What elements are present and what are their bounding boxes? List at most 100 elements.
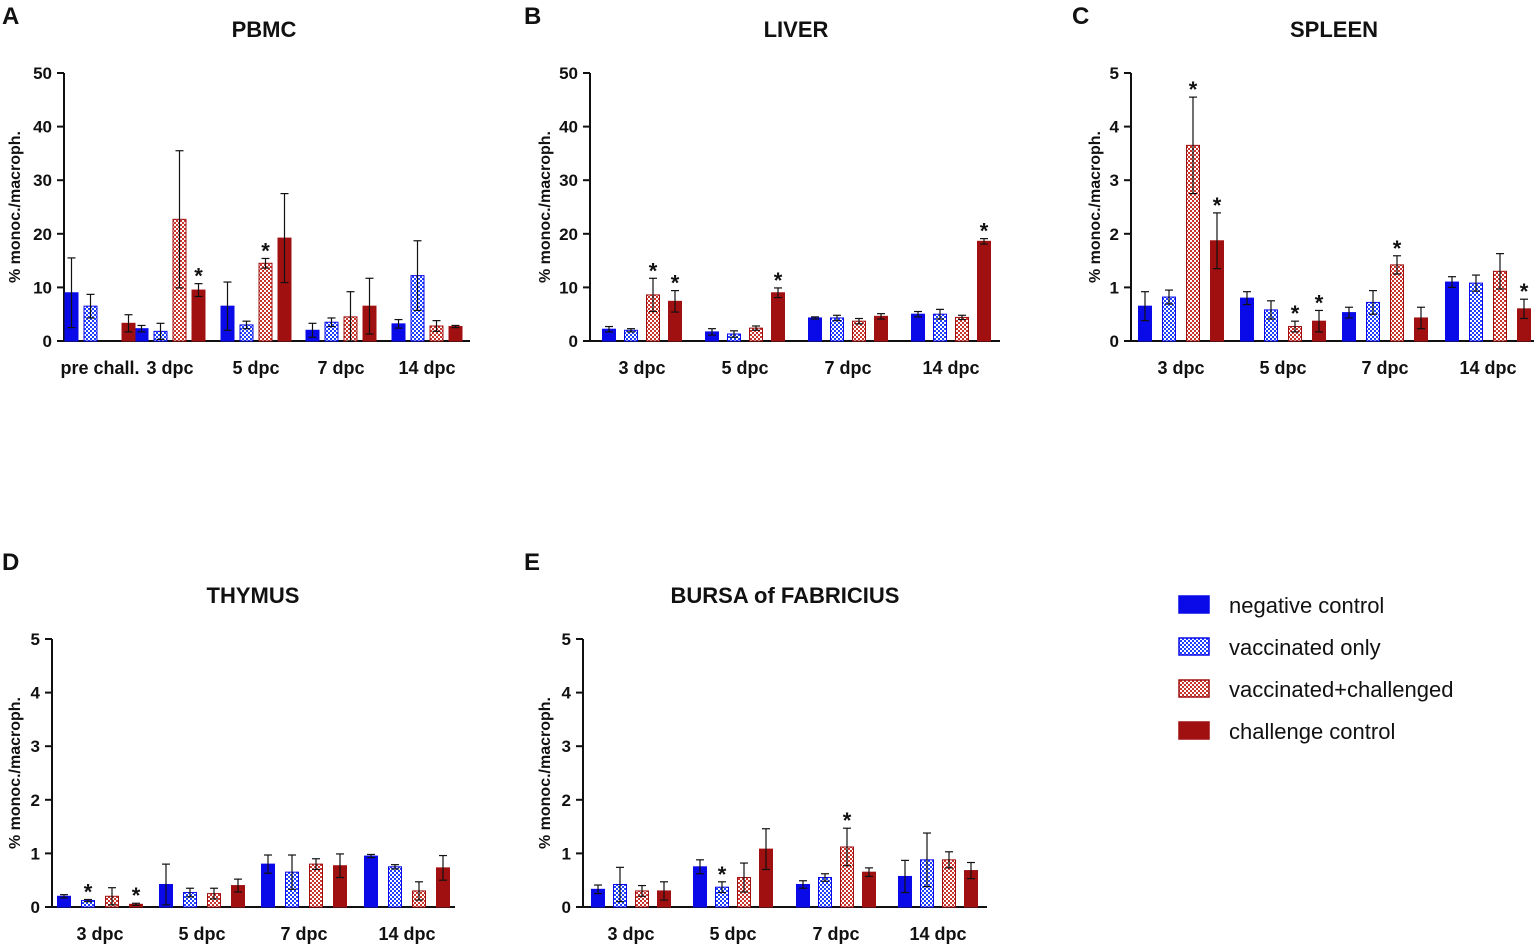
bar — [862, 871, 876, 908]
x-tick-label: 7 dpc — [824, 358, 871, 378]
legend-swatch — [1178, 721, 1210, 740]
chart-panel-D: D THYMUS 0 1 2 3 4 5 % monoc./macroph. 3 dpc 5 dpc… — [2, 549, 455, 944]
panel-title: LIVER — [764, 17, 829, 42]
y-tick-label: 0 — [1110, 332, 1119, 351]
x-tick-label: 5 dpc — [709, 924, 756, 944]
y-tick-label: 1 — [562, 844, 571, 863]
y-tick-label: 5 — [31, 630, 40, 649]
x-tick-label: 5 dpc — [232, 358, 279, 378]
panel-title: BURSA of FABRICIUS — [671, 583, 900, 608]
x-tick-label: 3 dpc — [618, 358, 665, 378]
significance-star: * — [132, 883, 141, 908]
y-tick-label: 2 — [562, 791, 571, 810]
y-tick-label: 20 — [33, 225, 52, 244]
significance-star: * — [1315, 290, 1324, 315]
bar — [388, 866, 402, 908]
significance-star: * — [261, 238, 270, 263]
y-tick-label: 5 — [1110, 64, 1119, 83]
legend-label: vaccinated only — [1229, 635, 1381, 660]
significance-star: * — [84, 879, 93, 904]
bar — [874, 315, 888, 342]
x-tick-label: 14 dpc — [398, 358, 455, 378]
x-tick-label: 14 dpc — [922, 358, 979, 378]
bar — [955, 316, 969, 342]
y-tick-label: 3 — [1110, 171, 1119, 190]
bar — [977, 240, 991, 342]
chart-panel-C: C SPLEEN 0 1 2 3 4 5 % monoc./macroph. 3 dpc 5 dpc… — [1072, 3, 1534, 378]
y-tick-label: 10 — [559, 278, 578, 297]
x-tick-label: 14 dpc — [909, 924, 966, 944]
bar — [258, 262, 273, 342]
panel-label: C — [1072, 3, 1089, 30]
y-tick-label: 1 — [31, 844, 40, 863]
y-tick-label: 3 — [562, 737, 571, 756]
legend-item: vaccinated only — [1178, 635, 1381, 660]
y-tick-label: 4 — [1110, 118, 1120, 137]
significance-star: * — [1520, 279, 1529, 304]
legend-label: negative control — [1229, 593, 1384, 618]
x-tick-label: 3 dpc — [1157, 358, 1204, 378]
y-tick-label: 2 — [1110, 225, 1119, 244]
x-tick-label: 7 dpc — [1361, 358, 1408, 378]
y-tick-label: 50 — [33, 64, 52, 83]
x-tick-label: 14 dpc — [378, 924, 435, 944]
bar — [911, 313, 925, 342]
significance-star: * — [1393, 236, 1402, 261]
legend-swatch — [1178, 595, 1210, 614]
x-tick-label: 7 dpc — [317, 358, 364, 378]
panel-label: B — [524, 3, 541, 30]
legend-item: negative control — [1178, 593, 1384, 618]
significance-star: * — [671, 271, 680, 296]
bar — [1390, 264, 1404, 342]
y-tick-label: 1 — [1110, 278, 1119, 297]
legend-swatch — [1178, 679, 1210, 698]
legend-label: challenge control — [1229, 719, 1395, 744]
panel-title: THYMUS — [207, 583, 300, 608]
x-tick-label: 3 dpc — [146, 358, 193, 378]
bar — [818, 877, 832, 908]
y-tick-label: 50 — [559, 64, 578, 83]
bar — [191, 289, 206, 342]
panel-title: SPLEEN — [1290, 17, 1378, 42]
bar — [830, 317, 844, 342]
legend-item: vaccinated+challenged — [1178, 677, 1453, 702]
significance-star: * — [980, 219, 989, 244]
x-tick-label: 5 dpc — [721, 358, 768, 378]
significance-star: * — [774, 268, 783, 293]
significance-star: * — [1291, 301, 1300, 326]
panel-label: D — [2, 549, 19, 576]
legend-item: challenge control — [1178, 719, 1395, 744]
bar — [808, 317, 822, 342]
x-tick-label: 5 dpc — [178, 924, 225, 944]
y-axis-label: % monoc./macroph. — [7, 697, 24, 849]
y-axis-label: % monoc./macroph. — [1087, 131, 1104, 283]
y-tick-label: 40 — [33, 118, 52, 137]
legend-label: vaccinated+challenged — [1229, 677, 1453, 702]
y-tick-label: 4 — [31, 684, 41, 703]
bar — [364, 855, 378, 908]
panel-label: E — [524, 549, 540, 576]
x-tick-label: 3 dpc — [76, 924, 123, 944]
legend: negative control vaccinated only vaccinate… — [1178, 593, 1453, 744]
panel-title: PBMC — [232, 17, 297, 42]
significance-star: * — [1213, 193, 1222, 218]
panel-label: A — [2, 3, 19, 30]
x-tick-label: 14 dpc — [1459, 358, 1516, 378]
bar — [1469, 282, 1483, 342]
x-tick-label: 7 dpc — [280, 924, 327, 944]
bar — [771, 292, 785, 342]
bar — [1445, 281, 1459, 342]
y-tick-label: 2 — [31, 791, 40, 810]
y-tick-label: 20 — [559, 225, 578, 244]
y-tick-label: 0 — [569, 332, 578, 351]
x-tick-label: 3 dpc — [607, 924, 654, 944]
legend-swatch — [1178, 637, 1210, 656]
x-tick-label: pre chall. — [60, 358, 139, 378]
significance-star: * — [649, 258, 658, 283]
significance-star: * — [194, 264, 203, 289]
chart-panel-B: B LIVER 0 10 20 30 40 50 % monoc./macroph. 3 dpc 5… — [524, 3, 1000, 378]
significance-star: * — [718, 862, 727, 887]
y-tick-label: 3 — [31, 737, 40, 756]
bar — [309, 863, 323, 908]
y-axis-label: % monoc./macroph. — [537, 697, 554, 849]
